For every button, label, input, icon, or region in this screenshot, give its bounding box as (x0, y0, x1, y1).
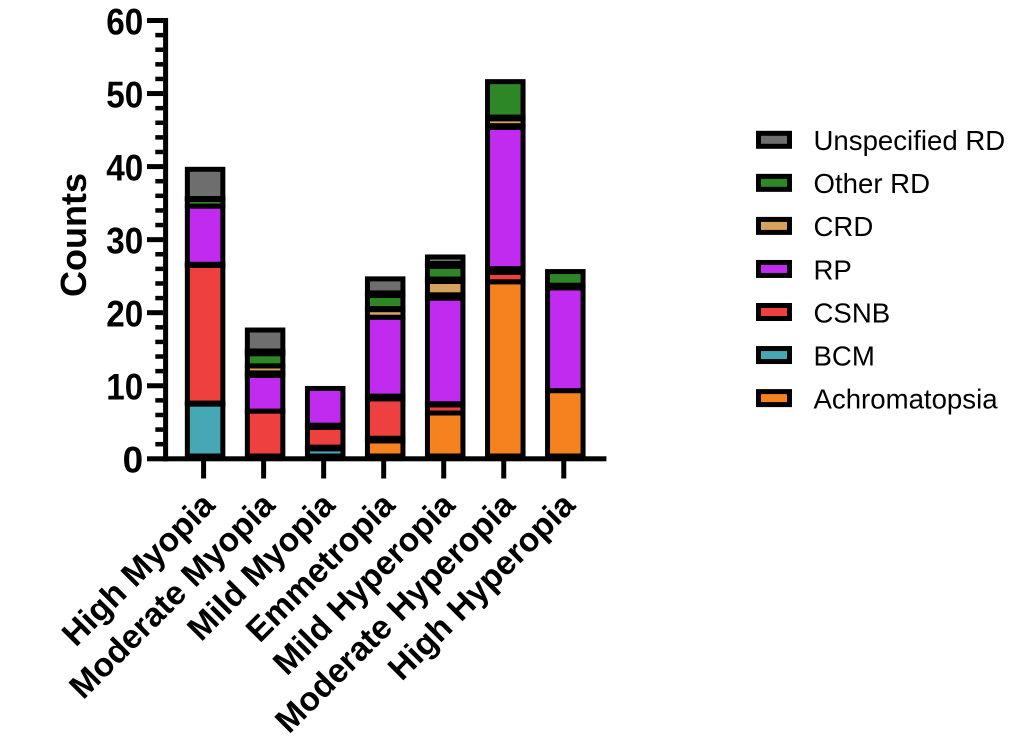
svg-text:Unspecified RD: Unspecified RD (814, 125, 1006, 156)
svg-text:RP: RP (814, 254, 852, 285)
svg-text:CRD: CRD (814, 211, 874, 242)
svg-text:BCM: BCM (814, 340, 875, 371)
svg-text:20: 20 (106, 294, 143, 335)
svg-text:40: 40 (106, 147, 143, 188)
svg-text:0: 0 (123, 440, 144, 481)
svg-text:10: 10 (106, 367, 143, 408)
svg-text:30: 30 (106, 220, 143, 261)
svg-text:60: 60 (106, 1, 143, 42)
svg-text:Counts: Counts (53, 173, 94, 297)
svg-text:CSNB: CSNB (814, 297, 891, 328)
svg-text:Other RD: Other RD (814, 168, 931, 199)
svg-text:Achromatopsia: Achromatopsia (814, 383, 999, 414)
svg-text:50: 50 (106, 74, 143, 115)
